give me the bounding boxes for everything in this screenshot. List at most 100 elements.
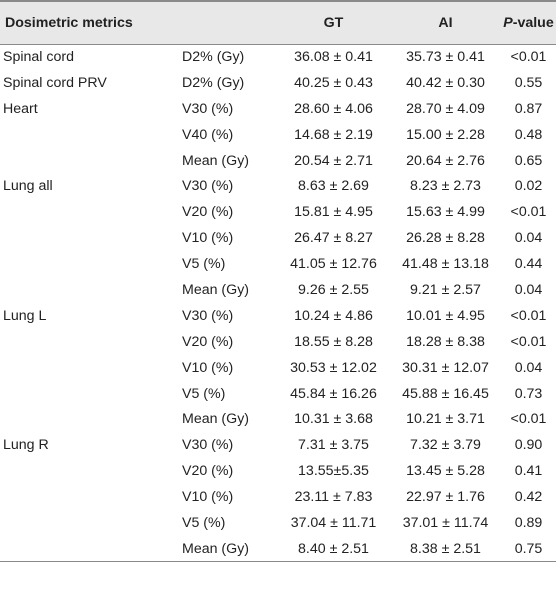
table-row: Mean (Gy) 10.31 ± 3.68 10.21 ± 3.71 <0.01 [0, 406, 556, 432]
gt-value-cell: 20.54 ± 2.71 [294, 152, 373, 169]
gt-value-cell: 9.26 ± 2.55 [298, 281, 369, 298]
metric-cell: V5 (%) [182, 256, 226, 273]
structure-cell: Lung L [3, 307, 47, 324]
structure-cell [0, 148, 177, 174]
p-value-cell: 0.42 [514, 489, 543, 506]
p-value-cell: <0.01 [510, 333, 547, 350]
p-value-cell: 0.73 [514, 385, 543, 402]
p-value-cell: 0.48 [514, 126, 543, 143]
ai-value-cell: 15.63 ± 4.99 [406, 204, 485, 221]
table-body: Spinal cord D2% (Gy) 36.08 ± 0.41 35.73 ± 0… [0, 44, 556, 563]
gt-value-cell: 13.55±5.35 [298, 463, 369, 480]
structure-cell: Spinal cord PRV [3, 74, 107, 91]
p-value-cell: 0.44 [514, 256, 543, 273]
ai-value-cell: 45.88 ± 16.45 [402, 385, 489, 402]
ai-value-cell: 10.01 ± 4.95 [406, 307, 485, 324]
ai-value-cell: 40.42 ± 0.30 [406, 74, 485, 91]
header-ai: AI [390, 0, 501, 45]
structure-cell [0, 510, 177, 536]
p-value-cell: 0.55 [514, 74, 543, 91]
structure-cell [0, 122, 177, 148]
metric-cell: Mean (Gy) [177, 535, 277, 563]
metric-cell: V5 (%) [182, 514, 226, 531]
structure-cell: Lung all [3, 178, 53, 195]
gt-value-cell: 10.24 ± 4.86 [294, 307, 373, 324]
table-header-row: Dosimetric metrics GT AI P-value [0, 0, 556, 45]
header-gt: GT [277, 0, 390, 45]
metric-cell: V10 (%) [182, 359, 234, 376]
structure-cell: Heart [3, 100, 38, 117]
p-value-cell: <0.01 [510, 411, 547, 428]
header-p-value: P-value [501, 0, 556, 45]
structure-cell [0, 329, 177, 355]
table-row: Mean (Gy) 20.54 ± 2.71 20.64 ± 2.76 0.65 [0, 148, 556, 174]
structure-cell: Spinal cord [3, 49, 74, 66]
gt-value-cell: 28.60 ± 4.06 [294, 100, 373, 117]
ai-value-cell: 35.73 ± 0.41 [406, 49, 485, 66]
ai-value-cell: 30.31 ± 12.07 [402, 359, 489, 376]
structure-cell [0, 381, 177, 407]
ai-value-cell: 15.00 ± 2.28 [406, 126, 485, 143]
structure-cell [0, 355, 177, 381]
metric-cell: D2% (Gy) [182, 74, 245, 91]
structure-cell [0, 199, 177, 225]
table-row: V10 (%) 26.47 ± 8.27 26.28 ± 8.28 0.04 [0, 225, 556, 251]
structure-cell: Lung R [3, 437, 49, 454]
ai-value-cell: 13.45 ± 5.28 [406, 463, 485, 480]
table-row: Spinal cord D2% (Gy) 36.08 ± 0.41 35.73 ± 0… [0, 44, 556, 70]
gt-value-cell: 8.40 ± 2.51 [277, 535, 390, 563]
structure-cell [0, 225, 177, 251]
table-row: Lung all V30 (%) 8.63 ± 2.69 8.23 ± 2.73 0.0… [0, 173, 556, 199]
p-value-cell: 0.04 [514, 230, 543, 247]
gt-value-cell: 7.31 ± 3.75 [298, 437, 369, 454]
p-value-cell: 0.04 [514, 359, 543, 376]
table-row: Lung L V30 (%) 10.24 ± 4.86 10.01 ± 4.95 <0.… [0, 303, 556, 329]
metric-cell: V30 (%) [182, 178, 234, 195]
dosimetric-table: Dosimetric metrics GT AI P-value Spinal … [0, 0, 556, 563]
gt-value-cell: 40.25 ± 0.43 [294, 74, 373, 91]
p-value-cell: 0.41 [514, 463, 543, 480]
metric-cell: V5 (%) [182, 385, 226, 402]
table-row: V20 (%) 18.55 ± 8.28 18.28 ± 8.38 <0.01 [0, 329, 556, 355]
gt-value-cell: 10.31 ± 3.68 [294, 411, 373, 428]
header-dosimetric-metrics: Dosimetric metrics [0, 0, 277, 45]
table-row: V40 (%) 14.68 ± 2.19 15.00 ± 2.28 0.48 [0, 122, 556, 148]
ai-value-cell: 18.28 ± 8.38 [406, 333, 485, 350]
header-value-suffix: -value [512, 14, 554, 31]
gt-value-cell: 30.53 ± 12.02 [290, 359, 377, 376]
ai-value-cell: 8.38 ± 2.51 [390, 535, 501, 563]
metric-cell: V30 (%) [182, 307, 234, 324]
ai-value-cell: 37.01 ± 11.74 [402, 514, 489, 531]
structure-cell [0, 277, 177, 303]
ai-value-cell: 7.32 ± 3.79 [410, 437, 481, 454]
table-row: Heart V30 (%) 28.60 ± 4.06 28.70 ± 4.09 0.87 [0, 96, 556, 122]
gt-value-cell: 14.68 ± 2.19 [294, 126, 373, 143]
gt-value-cell: 15.81 ± 4.95 [294, 204, 373, 221]
ai-value-cell: 41.48 ± 13.18 [402, 256, 489, 273]
gt-value-cell: 45.84 ± 16.26 [290, 385, 377, 402]
p-value-cell: 0.65 [514, 152, 543, 169]
structure-cell [0, 251, 177, 277]
p-value-cell: 0.90 [514, 437, 543, 454]
gt-value-cell: 37.04 ± 11.71 [290, 514, 377, 531]
metric-cell: V40 (%) [182, 126, 234, 143]
table-row: V5 (%) 37.04 ± 11.71 37.01 ± 11.74 0.89 [0, 510, 556, 536]
metric-cell: V20 (%) [182, 463, 234, 480]
metric-cell: V10 (%) [182, 230, 234, 247]
metric-cell: V20 (%) [182, 333, 234, 350]
structure-cell [0, 458, 177, 484]
table-row: V10 (%) 23.11 ± 7.83 22.97 ± 1.76 0.42 [0, 484, 556, 510]
metric-cell: D2% (Gy) [182, 49, 245, 66]
p-value-cell: 0.89 [514, 514, 543, 531]
table-row: V20 (%) 13.55±5.35 13.45 ± 5.28 0.41 [0, 458, 556, 484]
metric-cell: V30 (%) [182, 100, 234, 117]
ai-value-cell: 8.23 ± 2.73 [410, 178, 481, 195]
p-value-cell: 0.75 [501, 535, 556, 563]
gt-value-cell: 18.55 ± 8.28 [294, 333, 373, 350]
metric-cell: V10 (%) [182, 489, 234, 506]
p-value-cell: <0.01 [510, 204, 547, 221]
p-value-cell: 0.02 [514, 178, 543, 195]
ai-value-cell: 9.21 ± 2.57 [410, 281, 481, 298]
gt-value-cell: 36.08 ± 0.41 [294, 49, 373, 66]
